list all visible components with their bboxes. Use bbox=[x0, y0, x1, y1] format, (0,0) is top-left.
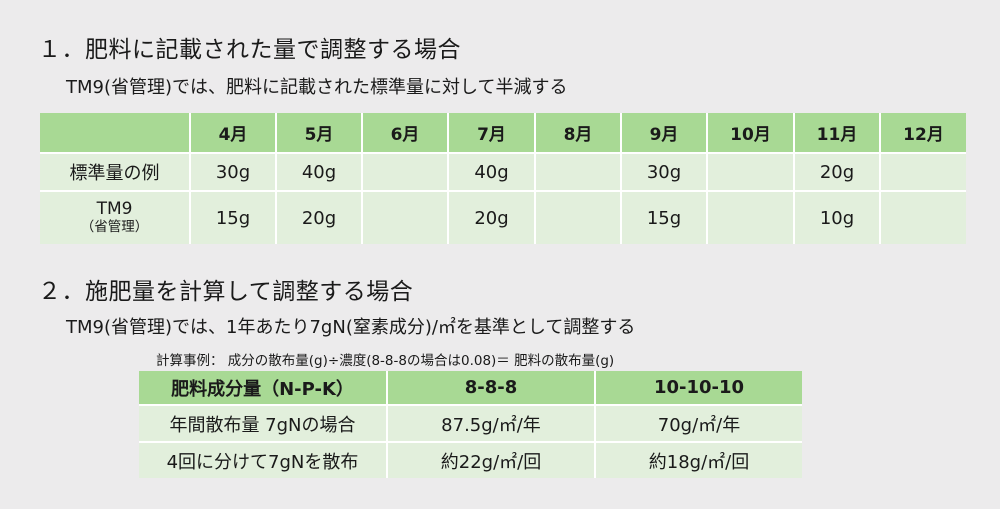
header-month: 9月 bbox=[620, 113, 707, 154]
table-row-standard: 標準量の例 30g 40g 40g 30g 20g bbox=[40, 152, 966, 191]
table-cell bbox=[361, 190, 448, 244]
row-label: TM9 （省管理） bbox=[40, 190, 190, 244]
header-month: 4月 bbox=[189, 113, 276, 154]
table-cell: 15g bbox=[620, 190, 707, 244]
section2-heading: ２．施肥量を計算して調整する場合 bbox=[38, 279, 414, 305]
calculation-formula: 計算事例： 成分の散布量(g)÷濃度(8-8-8の場合は0.08)＝ 肥料の散布… bbox=[156, 353, 615, 369]
header-month: 8月 bbox=[534, 113, 621, 154]
table-cell: 40g bbox=[275, 152, 362, 191]
header-cell: 10-10-10 bbox=[594, 371, 802, 406]
table-cell bbox=[879, 190, 966, 244]
table-cell: 40g bbox=[447, 152, 535, 191]
table-cell: 30g bbox=[620, 152, 707, 191]
header-month: 6月 bbox=[361, 113, 448, 154]
table-cell: 10g bbox=[793, 190, 880, 244]
table-row: 4回に分けて7gNを散布 約22g/㎡/回 約18g/㎡/回 bbox=[139, 441, 802, 478]
table-cell: 20g bbox=[275, 190, 362, 244]
table-cell bbox=[534, 190, 621, 244]
header-month: 5月 bbox=[275, 113, 362, 154]
table-cell: 87.5g/㎡/年 bbox=[386, 404, 595, 442]
fertilizer-schedule-table: 4月 5月 6月 7月 8月 9月 10月 11月 12月 標準量の例 30g … bbox=[40, 113, 966, 244]
table-row-tm9: TM9 （省管理） 15g 20g 20g 15g 10g bbox=[40, 190, 966, 244]
section2-description: TM9(省管理)では、1年あたり7gN(窒素成分)/㎡を基準として調整する bbox=[66, 317, 636, 338]
row-label: 標準量の例 bbox=[40, 152, 190, 191]
table-cell: 15g bbox=[189, 190, 276, 244]
row-label: 4回に分けて7gNを散布 bbox=[139, 441, 387, 478]
header-month: 10月 bbox=[706, 113, 794, 154]
section1-description: TM9(省管理)では、肥料に記載された標準量に対して半減する bbox=[66, 77, 568, 98]
table-cell bbox=[361, 152, 448, 191]
header-month: 7月 bbox=[447, 113, 535, 154]
table-cell: 約18g/㎡/回 bbox=[594, 441, 802, 478]
table-cell bbox=[706, 190, 794, 244]
header-corner-cell bbox=[40, 113, 190, 154]
header-month: 11月 bbox=[793, 113, 880, 154]
table-cell: 約22g/㎡/回 bbox=[386, 441, 595, 478]
section1-heading: １．肥料に記載された量で調整する場合 bbox=[38, 37, 461, 63]
table-cell: 20g bbox=[447, 190, 535, 244]
header-cell: 肥料成分量（N-P-K） bbox=[139, 371, 387, 406]
row-label-line2: （省管理） bbox=[80, 219, 149, 235]
table-cell bbox=[706, 152, 794, 191]
row-label-line1: TM9 bbox=[96, 199, 133, 219]
table-header-row: 4月 5月 6月 7月 8月 9月 10月 11月 12月 bbox=[40, 113, 966, 154]
table-cell bbox=[879, 152, 966, 191]
table-cell: 70g/㎡/年 bbox=[594, 404, 802, 442]
npk-calculation-table: 肥料成分量（N-P-K） 8-8-8 10-10-10 年間散布量 7gNの場合… bbox=[139, 371, 802, 478]
table-cell bbox=[534, 152, 621, 191]
table-cell: 30g bbox=[189, 152, 276, 191]
header-month: 12月 bbox=[879, 113, 966, 154]
row-label: 年間散布量 7gNの場合 bbox=[139, 404, 387, 442]
header-cell: 8-8-8 bbox=[386, 371, 595, 406]
table-row: 年間散布量 7gNの場合 87.5g/㎡/年 70g/㎡/年 bbox=[139, 404, 802, 442]
table-header-row: 肥料成分量（N-P-K） 8-8-8 10-10-10 bbox=[139, 371, 802, 406]
table-cell: 20g bbox=[793, 152, 880, 191]
